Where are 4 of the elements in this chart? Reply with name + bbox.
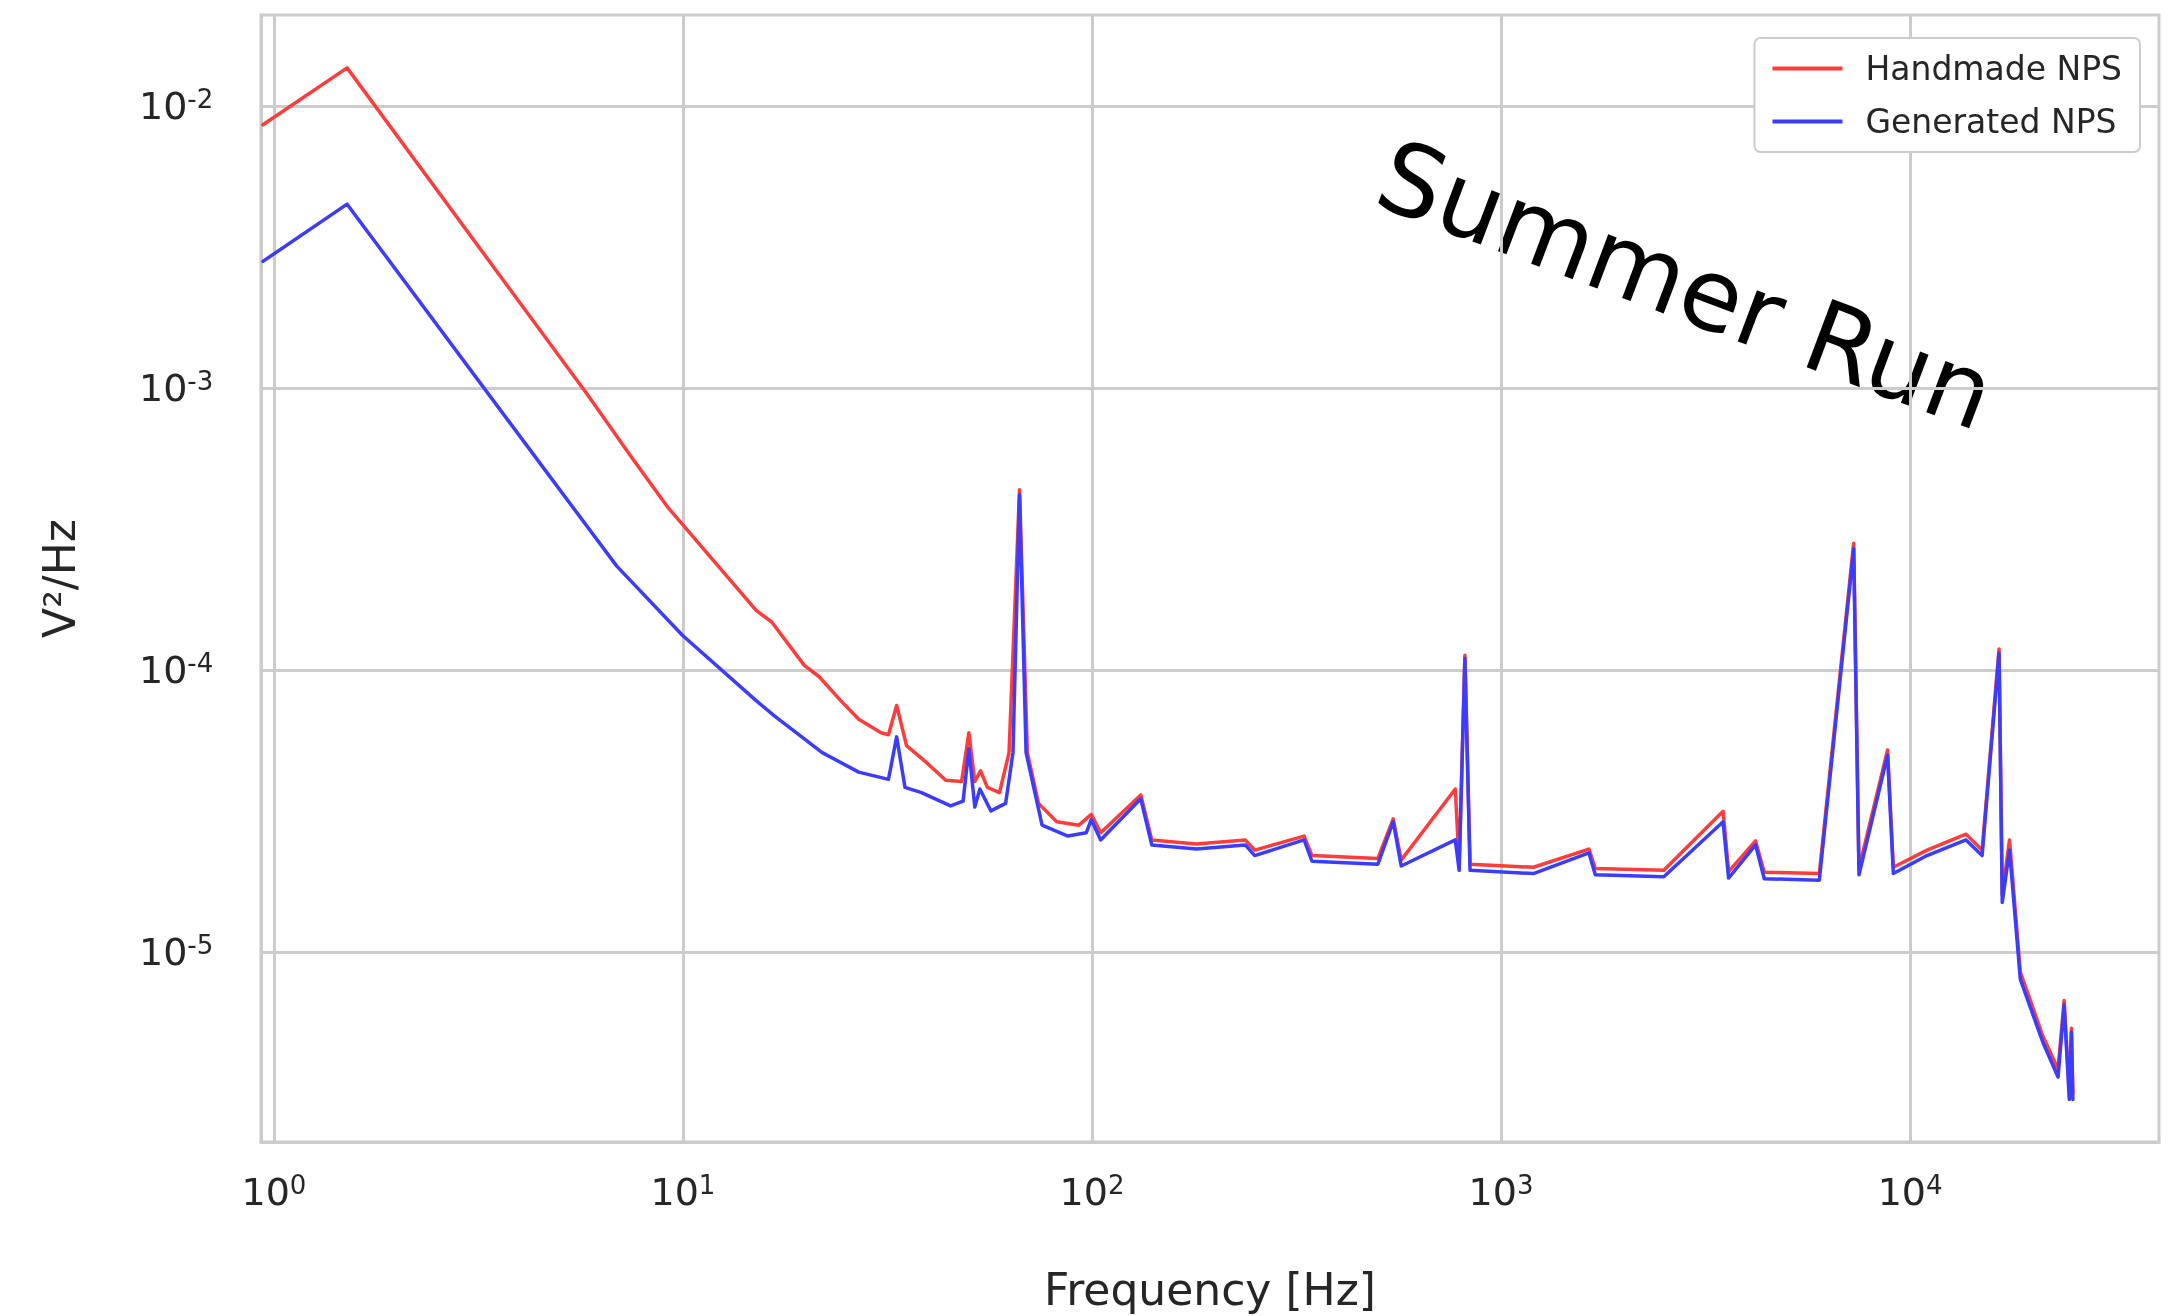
y-axis-title: V²/Hz	[33, 519, 85, 638]
legend-label: Handmade NPS	[1865, 49, 2123, 88]
legend-label: Generated NPS	[1865, 102, 2117, 141]
x-axis-title: Frequency [Hz]	[1044, 1263, 1376, 1315]
